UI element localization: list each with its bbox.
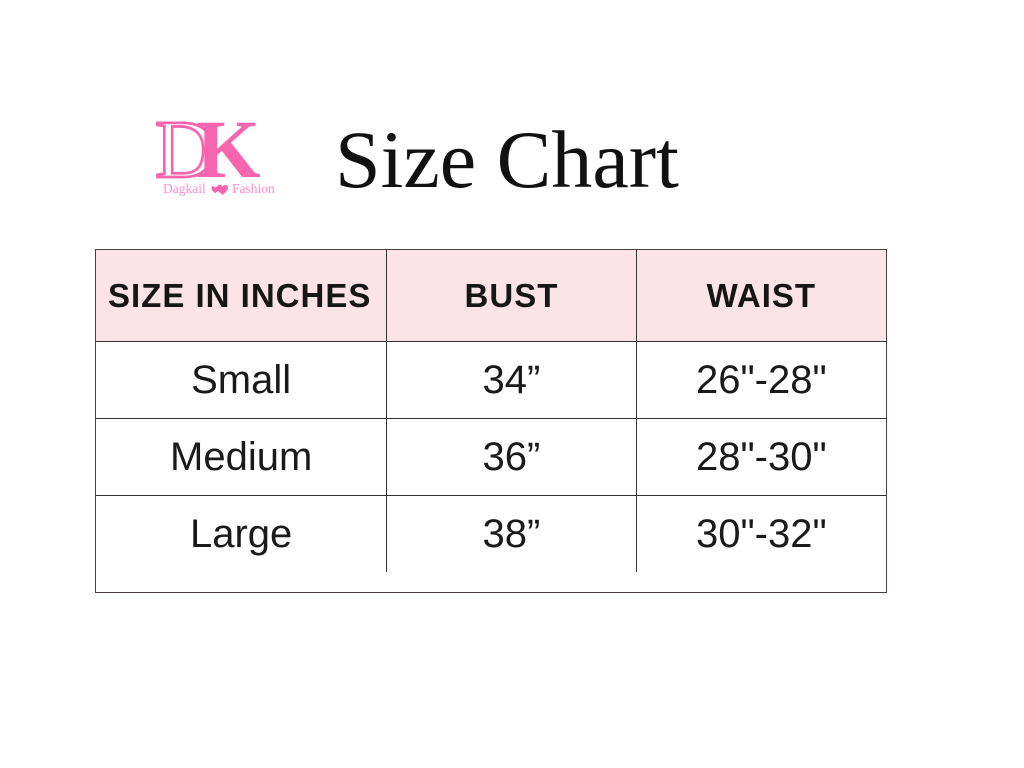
svg-text:Dagkail: Dagkail [163, 181, 206, 196]
svg-text:Fashion: Fashion [232, 181, 275, 196]
